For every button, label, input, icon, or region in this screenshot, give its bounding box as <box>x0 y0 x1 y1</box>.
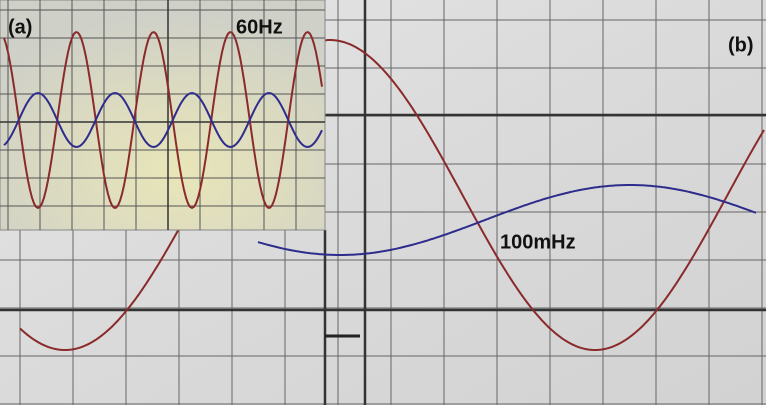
panel-a-frequency: 60Hz <box>236 16 283 38</box>
red-waveform-b <box>19 39 765 351</box>
scope-a-grid <box>0 0 325 230</box>
blue-waveform-b <box>257 184 757 256</box>
blue-waveform-a <box>3 91 323 149</box>
panel-b-frequency: 100mHz <box>500 231 576 253</box>
panel-a-label: (a) <box>8 16 32 38</box>
panel-b-label: (b) <box>728 34 754 56</box>
